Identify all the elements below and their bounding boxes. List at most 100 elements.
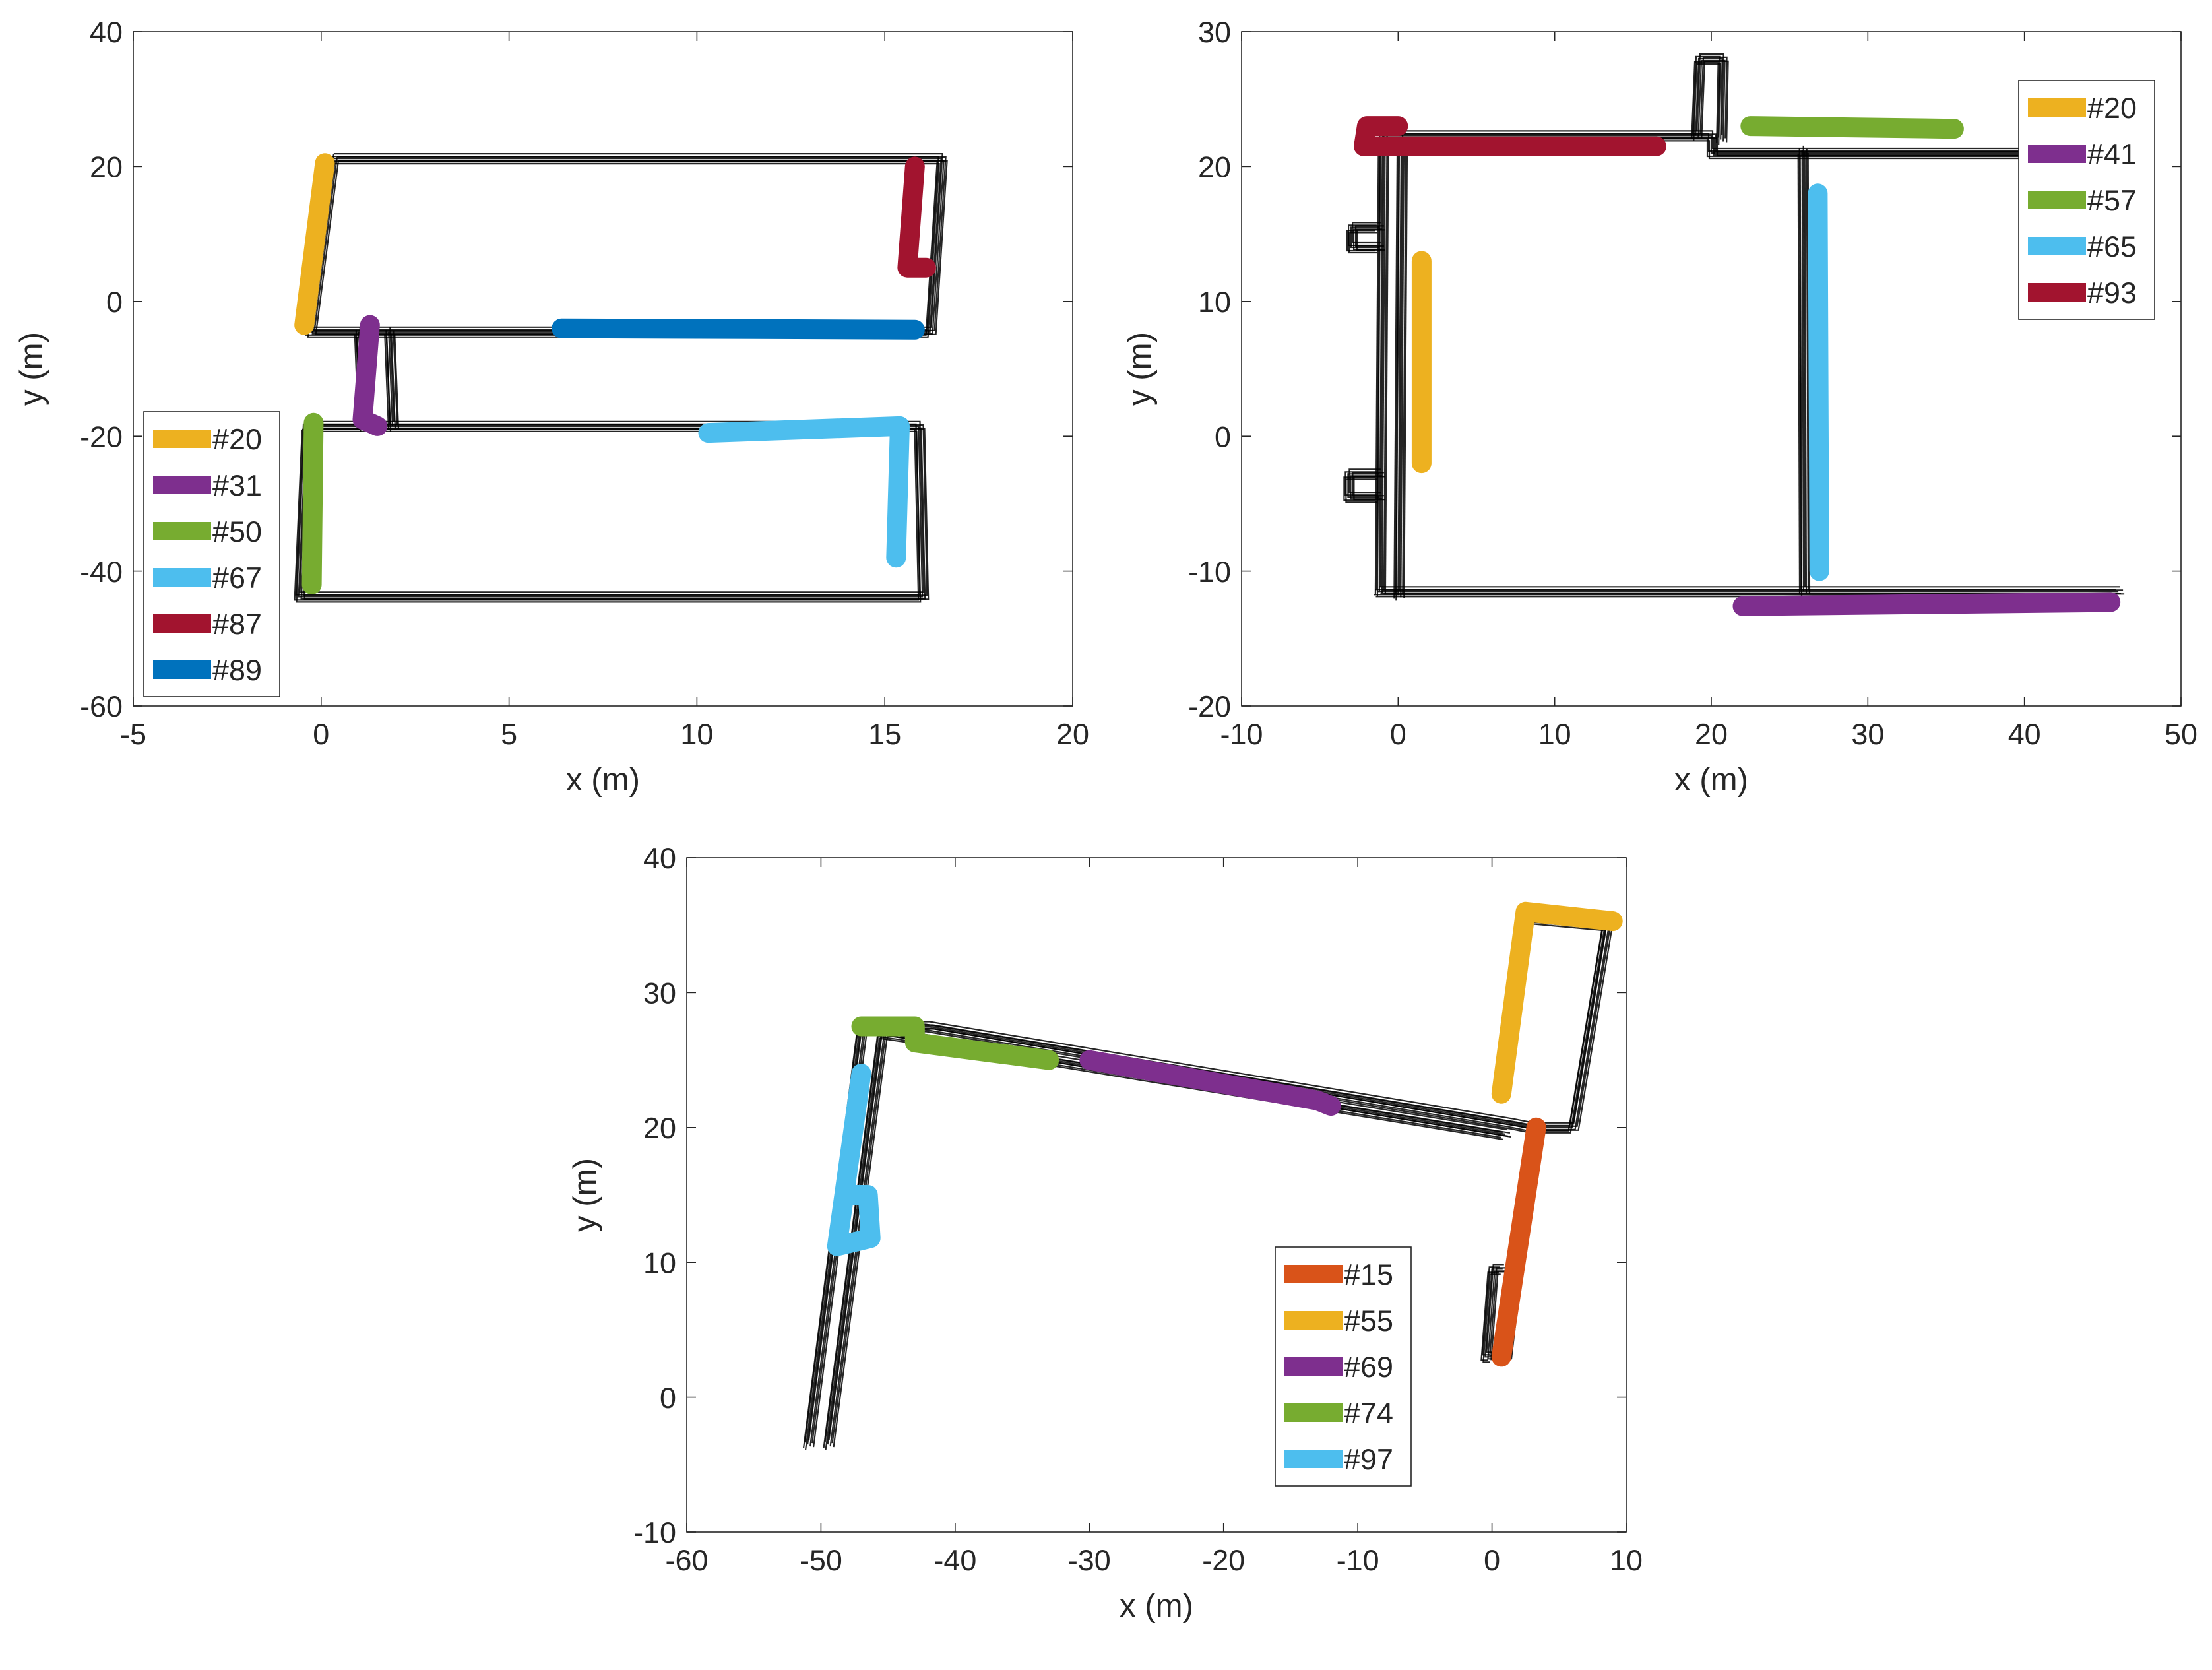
trajectory-trace [1486, 1264, 1504, 1353]
legend-label: #97 [1344, 1442, 1393, 1476]
trajectory-trace [386, 337, 392, 432]
series-id-57 [1740, 116, 1964, 139]
y-tick-label: 0 [106, 285, 123, 319]
y-tick-label: 10 [643, 1246, 676, 1279]
trajectory-trace [1397, 139, 1403, 596]
y-tick-label: -20 [80, 420, 123, 453]
series-id-20 [294, 153, 335, 335]
legend-swatch [153, 660, 211, 679]
trajectory-trace [315, 160, 948, 335]
legend-label: #15 [1344, 1258, 1393, 1291]
legend-label: #93 [2087, 276, 2137, 309]
legend-label: #20 [212, 422, 262, 456]
x-tick-label: 0 [313, 717, 329, 751]
trajectory-trace [1353, 476, 1385, 501]
x-tick-label: 20 [1056, 717, 1089, 751]
x-tick-label: -60 [666, 1543, 709, 1577]
legend-swatch [153, 568, 211, 587]
trajectory-trace [1399, 135, 1404, 591]
x-tick-label: -40 [933, 1543, 976, 1577]
y-tick-label: 20 [1198, 150, 1231, 184]
trajectory-trace [1350, 226, 1379, 249]
trajectory-trace [1374, 139, 1379, 595]
legend-label: #89 [212, 653, 262, 687]
trajectory-trace [1701, 60, 1729, 143]
x-tick-label: 30 [1851, 717, 1884, 751]
trajectory-trace [1693, 63, 1721, 145]
y-axis-label: y (m) [13, 332, 49, 406]
legend-label: #31 [212, 468, 262, 502]
y-tick-label: -20 [1188, 690, 1231, 723]
x-tick-label: 0 [1390, 717, 1406, 751]
trajectory-trace [1383, 130, 2135, 150]
trajectory-trace [1352, 472, 1384, 497]
trajectory-trace [1348, 232, 1377, 254]
legend-swatch [2028, 283, 2086, 302]
trajectory-trace [1801, 150, 1805, 592]
y-tick-label: 30 [643, 977, 676, 1010]
trajectory-trace [1797, 153, 1801, 595]
trajectory-trace [1383, 134, 1388, 591]
legend-swatch [2028, 98, 2086, 117]
trajectory-trace [389, 327, 395, 422]
y-tick-label: -60 [80, 690, 123, 723]
legend-swatch [1284, 1357, 1343, 1376]
legend-label: #41 [2087, 137, 2137, 171]
trajectory-trace [1384, 138, 1389, 594]
series-id-89 [552, 318, 925, 340]
x-tick-label: -50 [800, 1543, 842, 1577]
trajectory-trace [384, 335, 390, 430]
x-tick-label: 5 [501, 717, 517, 751]
legend-label: #50 [212, 515, 262, 548]
legend-swatch [153, 476, 211, 494]
legend: #20 #41 #57 #65 #93 [2018, 80, 2155, 320]
legend-swatch [1284, 1403, 1343, 1422]
legend-label: #55 [1344, 1304, 1393, 1337]
x-tick-label: -20 [1202, 1543, 1245, 1577]
series-id-55 [1491, 901, 1623, 1104]
axes-box [133, 31, 1073, 707]
legend-label: #74 [1344, 1396, 1393, 1430]
trajectory-trace [394, 334, 400, 429]
chart-panel-1: -5 0 5 10 15 20 -60 -40 -20 0 20 40 x (m) y (m) #20 #31… [13, 15, 1089, 798]
series-id-67 [698, 416, 910, 568]
x-tick-label: 10 [1538, 717, 1571, 751]
series-id-97 [827, 1064, 881, 1256]
legend-box [143, 411, 280, 697]
x-tick-label: -10 [1220, 717, 1263, 751]
y-tick-label: 0 [1215, 420, 1231, 453]
trajectory-trace [1696, 53, 1724, 135]
x-tick-label: -10 [1337, 1543, 1379, 1577]
legend-label: #87 [212, 607, 262, 641]
trajectory-trace [1695, 57, 1723, 140]
legend-label: #20 [2087, 91, 2137, 125]
y-axis-label: y (m) [1122, 332, 1158, 406]
trajectory-trace [1530, 922, 1605, 1134]
trajectory-trace [1400, 141, 1405, 598]
trajectory-trace [1381, 137, 1386, 594]
y-axis-label: y (m) [567, 1158, 603, 1232]
trajectory-trace [1356, 229, 1385, 251]
series-id-41 [1732, 592, 2121, 616]
legend-swatch [1284, 1311, 1343, 1330]
trajectory-trace [299, 420, 925, 593]
trajectory-trace [1379, 131, 1385, 587]
trajectory-trace [1482, 1266, 1500, 1356]
series-id-65 [1808, 183, 1829, 581]
y-tick-label: 20 [90, 150, 123, 184]
trajectory-trace [393, 330, 398, 425]
legend: #20 #31 #50 #67 #87 #89 [143, 411, 280, 697]
trajectory-trace [388, 331, 394, 426]
legend-label: #67 [212, 561, 262, 594]
legend-label: #65 [2087, 230, 2137, 263]
trajectory-trace [1348, 468, 1381, 494]
x-tick-label: -5 [120, 717, 146, 751]
y-tick-label: -40 [80, 555, 123, 589]
series-id-31 [352, 315, 388, 436]
y-tick-label: 0 [660, 1381, 676, 1415]
y-tick-label: 40 [90, 15, 123, 49]
y-tick-label: 20 [643, 1111, 676, 1145]
trajectory-trace [1387, 133, 2139, 153]
series-id-15 [1491, 1117, 1546, 1367]
